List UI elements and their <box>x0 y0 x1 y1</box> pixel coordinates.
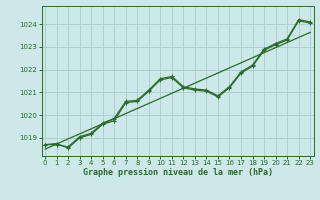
X-axis label: Graphe pression niveau de la mer (hPa): Graphe pression niveau de la mer (hPa) <box>83 168 273 177</box>
